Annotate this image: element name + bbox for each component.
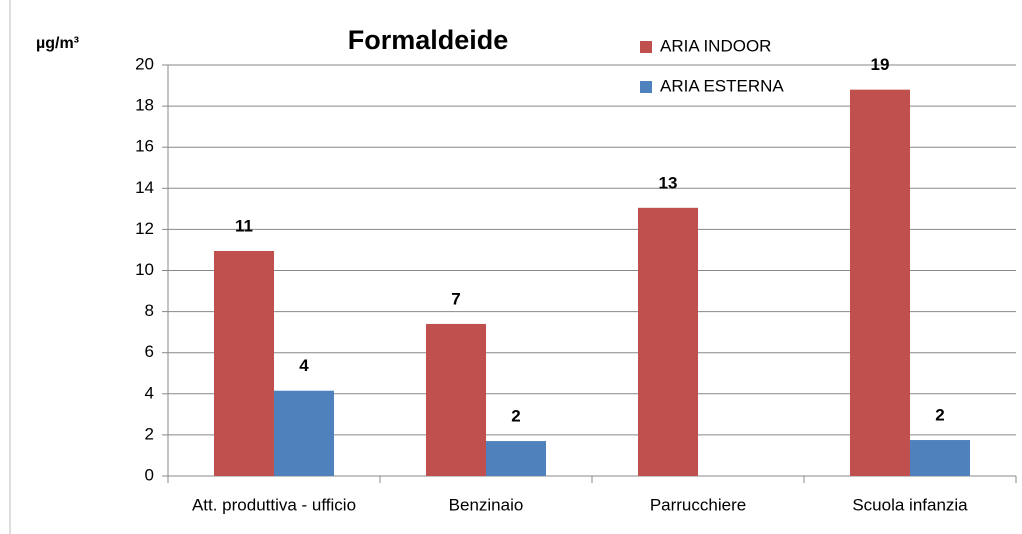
y-tick-label: 2 [145,424,154,443]
y-tick-label: 18 [135,96,154,115]
data-label: 13 [659,173,678,192]
data-label: 19 [871,55,890,74]
y-tick-label: 8 [145,301,154,320]
data-label: 11 [235,216,253,235]
bar [274,390,334,476]
y-tick-label: 20 [135,54,154,73]
data-label: 2 [935,406,944,425]
y-tick-label: 0 [145,465,154,484]
data-label: 4 [299,356,309,375]
y-tick-label: 12 [135,219,154,238]
data-label: 7 [451,289,460,308]
bar [214,250,274,476]
bar [850,89,910,476]
y-tick-label: 10 [135,260,154,279]
x-tick-label: Benzinaio [449,495,524,514]
y-tick-label: 14 [135,178,154,197]
x-tick-label: Scuola infanzia [852,495,968,514]
y-tick-label: 6 [145,342,154,361]
bar [426,323,486,476]
chart-title: Formaldeide [348,25,509,55]
legend-swatch [640,81,652,93]
bar [910,440,970,476]
y-axis-label: µg/m³ [36,35,79,52]
y-tick-label: 16 [135,137,154,156]
legend-swatch [640,41,652,53]
x-tick-label: Parrucchiere [650,495,746,514]
legend-label: ARIA ESTERNA [660,76,784,95]
legend-label: ARIA INDOOR [660,36,771,55]
data-label: 2 [511,407,520,426]
bar [638,207,698,476]
x-tick-label: Att. produttiva - ufficio [192,495,356,514]
bar [486,441,546,476]
y-tick-label: 4 [145,383,154,402]
